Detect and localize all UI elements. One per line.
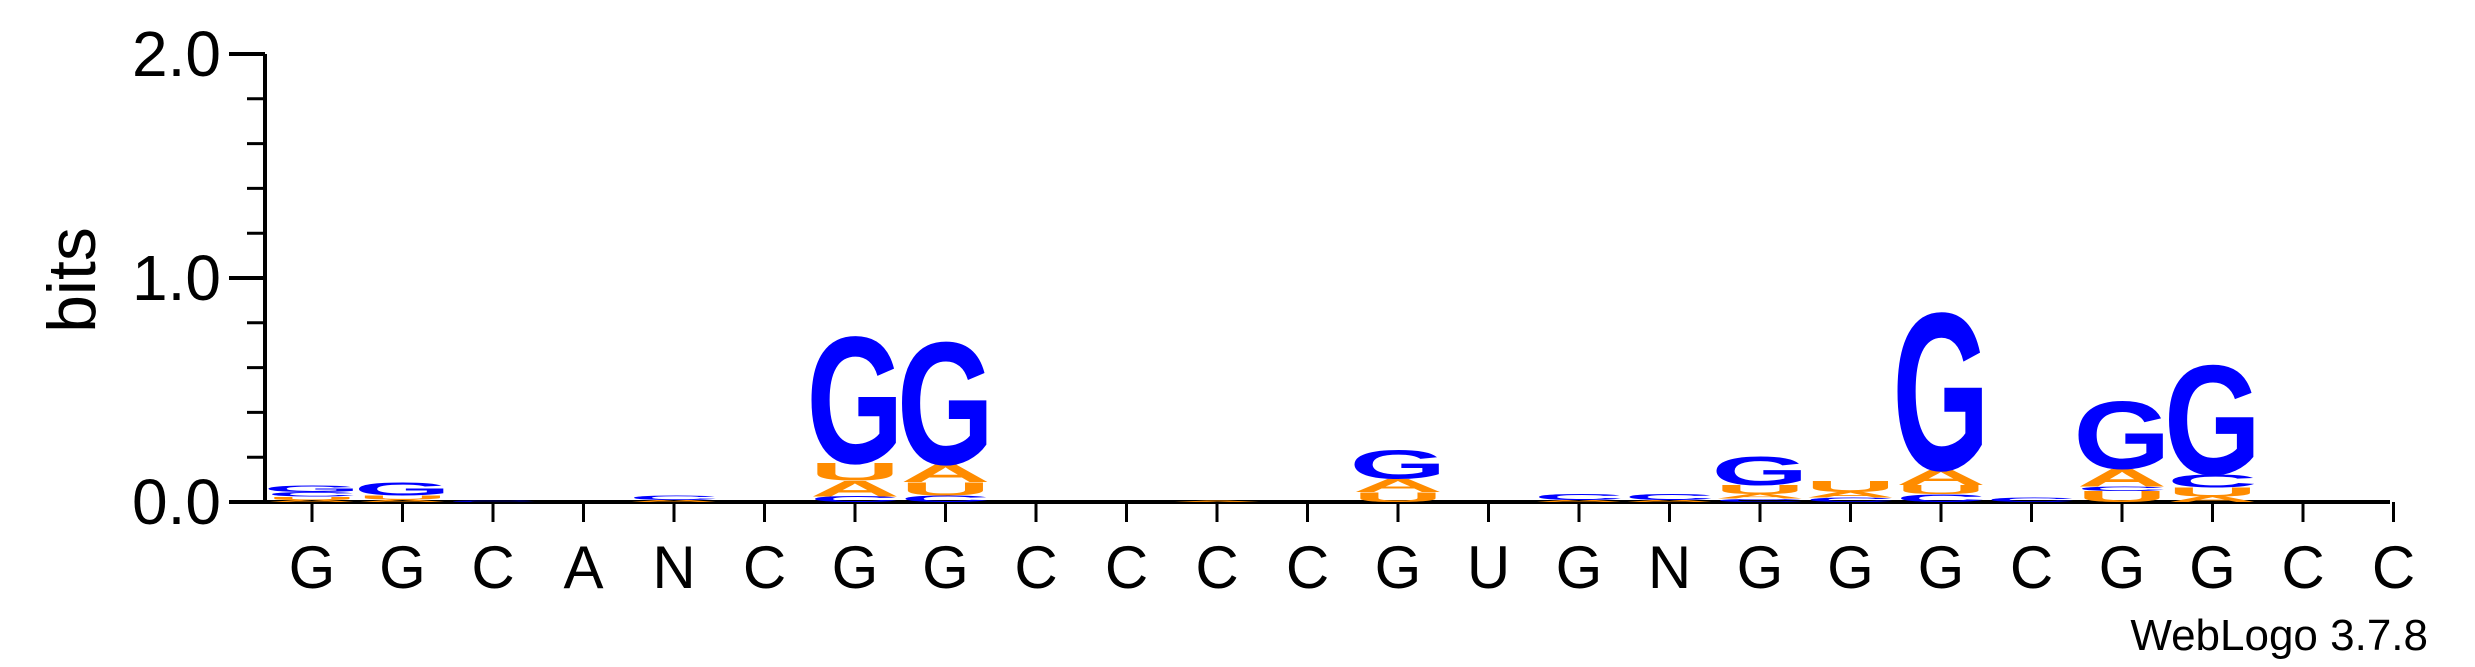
logo-letter-G: G (1892, 265, 1989, 517)
x-tick-label: G (2189, 534, 2236, 601)
logo-letter-A: A (357, 499, 447, 503)
logo-letter-U: U (357, 494, 447, 500)
logo-letter-A: A (1805, 490, 1895, 499)
logo-letter-C: C (267, 491, 357, 498)
logo-letter-A: A (900, 459, 990, 487)
logo-letter-C: C (900, 494, 990, 504)
logo-letter-U: U (1896, 483, 1986, 497)
logo-letter-U: U (267, 496, 357, 501)
logo-letter-C: C (1986, 496, 2076, 503)
logo-letter-U: U (900, 478, 990, 499)
x-tick-label: C (1195, 534, 1238, 601)
x-tick-label: G (1737, 534, 1784, 601)
logo-letter-U: U (2167, 485, 2257, 499)
x-tick-label: G (1556, 534, 1603, 601)
logo-letter-A: A (1353, 475, 1443, 496)
logo-letter-C: C (1624, 493, 1714, 502)
logo-letter-C: C (2167, 470, 2257, 491)
x-tick-label: G (922, 534, 969, 601)
x-tick-label: G (832, 534, 879, 601)
x-tick-label: A (563, 534, 603, 601)
x-tick-label: G (1918, 534, 1965, 601)
x-tick-label: C (1286, 534, 1329, 601)
logo-letter-C: C (810, 495, 900, 504)
logo-letter-G: G (2073, 381, 2170, 489)
logo-letter-U: U (1805, 478, 1895, 496)
logo-letter-A: A (1715, 493, 1805, 500)
logo-letter-C: C (1805, 496, 1895, 503)
x-tick-label: N (1648, 534, 1691, 601)
logo-letter-C: C (629, 494, 719, 501)
logo-letter-C: C (448, 501, 538, 503)
y-tick-label: 0.0 (132, 466, 221, 538)
x-tick-label: G (379, 534, 426, 601)
logo-letter-A: A (2077, 464, 2167, 492)
logo-letter-A: A (1624, 499, 1714, 503)
x-tick-label: C (743, 534, 786, 601)
y-axis: 0.0 1.0 2.0 (132, 18, 267, 538)
logo-letter-C: C (1715, 498, 1805, 503)
logo-letter-A: A (1172, 500, 1262, 502)
y-tick-label: 1.0 (132, 242, 221, 314)
y-axis-label: bits (34, 227, 110, 333)
logo-letter-A: A (267, 499, 357, 503)
logo-letter-G: G (1349, 442, 1446, 488)
logo-letter-G: G (354, 478, 451, 499)
y-tick-label: 2.0 (132, 18, 221, 90)
x-tick-label: C (2010, 534, 2053, 601)
logo-letter-A: A (810, 477, 900, 501)
logo-letter-G: G (263, 483, 360, 493)
logo-letter-U: U (810, 458, 900, 486)
x-tick-label: C (1105, 534, 1148, 601)
logo-letter-G: G (806, 300, 903, 503)
x-tick-label: C (2281, 534, 2324, 601)
x-tick-label: C (471, 534, 514, 601)
weblogo-credit: WebLogo 3.7.8 (2130, 611, 2428, 660)
logo-letter-U: U (1353, 489, 1443, 505)
logo-letter-A: A (1896, 466, 1986, 490)
x-tick-label: G (1375, 534, 1422, 601)
x-tick-label: G (2099, 534, 2146, 601)
logo-letter-A: A (629, 499, 719, 503)
x-tick-label: G (1827, 534, 1874, 601)
logo-letter-A: A (1534, 499, 1624, 503)
x-tick-label: C (1014, 534, 1057, 601)
logo-letter-U: U (2077, 488, 2167, 506)
logo-letter-A: A (2167, 495, 2257, 504)
x-tick-label: N (652, 534, 695, 601)
x-tick-label: C (2372, 534, 2415, 601)
logo-letter-G: G (2164, 334, 2261, 509)
logo-letter-U: U (1715, 483, 1805, 497)
logo-letter-C: C (1896, 492, 1986, 504)
x-tick-label: G (289, 534, 336, 601)
logo-letter-C: C (1534, 493, 1624, 502)
logo-letter-C: C (2077, 485, 2167, 492)
x-tick-label: U (1467, 534, 1510, 601)
logo-letter-G: G (1711, 448, 1808, 494)
logo-letter-G: G (897, 306, 994, 502)
